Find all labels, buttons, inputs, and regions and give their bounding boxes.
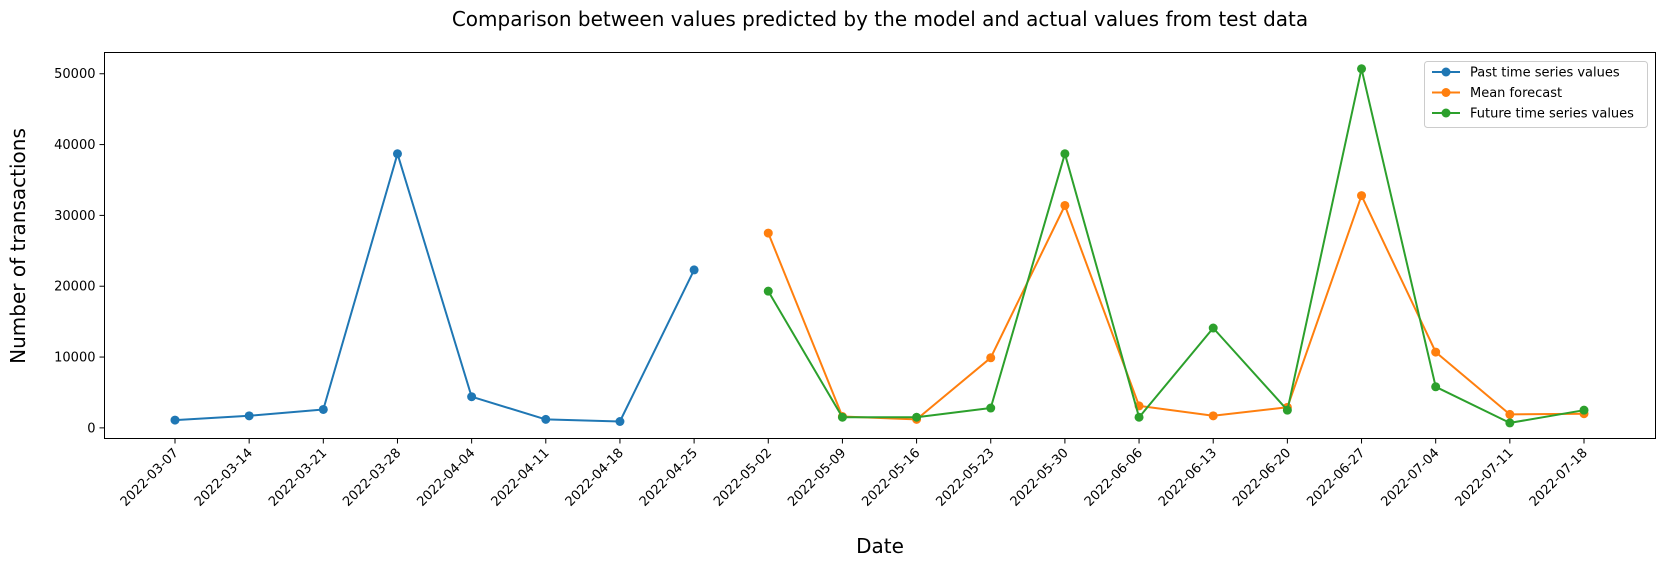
- y-axis: 0 10000 20000 30000 40000 50000: [54, 67, 105, 436]
- y-tick-label: 30000: [54, 209, 95, 224]
- chart-title: Comparison between values predicted by t…: [452, 7, 1308, 31]
- plot-frame: [104, 52, 1656, 439]
- data-point: [170, 415, 180, 425]
- x-tick-label: 2022-05-02: [711, 446, 775, 510]
- x-tick-label: 2022-03-07: [118, 446, 182, 510]
- data-point: [837, 412, 847, 422]
- series-line: [767, 194, 1585, 421]
- data-point: [986, 353, 996, 363]
- y-axis-label: Number of transactions: [6, 128, 30, 364]
- legend-frame: [1424, 61, 1648, 128]
- series-future-time-series-values: [763, 64, 1589, 428]
- legend-label: Future time series values: [1470, 107, 1634, 122]
- series-mean-forecast: [763, 191, 1589, 424]
- x-tick-label: 2022-05-23: [934, 446, 998, 510]
- x-tick-label: 2022-04-25: [637, 446, 701, 510]
- data-point: [1431, 382, 1441, 392]
- x-axis-label: Date: [856, 534, 904, 558]
- x-tick-label: 2022-03-14: [192, 446, 256, 510]
- data-point: [467, 392, 477, 402]
- legend-label: Mean forecast: [1470, 86, 1562, 101]
- data-point: [392, 149, 402, 159]
- x-tick-label: 2022-05-30: [1008, 446, 1072, 510]
- legend: Past time series values Mean forecast Futu…: [1424, 61, 1648, 128]
- data-point: [1357, 191, 1367, 201]
- x-tick-label: 2022-07-04: [1378, 446, 1442, 510]
- data-point: [1579, 405, 1589, 415]
- data-point: [1431, 347, 1441, 357]
- data-point: [1282, 405, 1292, 415]
- x-tick-label: 2022-04-04: [414, 446, 478, 510]
- x-tick-label: 2022-06-13: [1156, 446, 1220, 510]
- data-point: [986, 403, 996, 413]
- data-point: [244, 411, 254, 421]
- legend-marker: [1441, 88, 1451, 97]
- data-point: [1208, 323, 1218, 333]
- data-point: [763, 228, 773, 238]
- series-line: [767, 67, 1585, 424]
- x-tick-label: 2022-03-21: [266, 446, 330, 510]
- x-tick-label: 2022-05-16: [859, 446, 923, 510]
- data-point: [1060, 149, 1070, 159]
- x-axis: 2022-03-07 2022-03-14 2022-03-21 2022-03-28…: [118, 438, 1591, 510]
- y-tick-label: 20000: [54, 280, 95, 295]
- x-tick-label: 2022-07-11: [1453, 446, 1517, 510]
- data-point: [1134, 412, 1144, 422]
- y-tick-label: 40000: [54, 138, 95, 153]
- data-point: [615, 417, 625, 427]
- x-tick-label: 2022-07-18: [1527, 446, 1591, 510]
- y-tick-label: 0: [87, 421, 95, 436]
- plot-area: [170, 64, 1589, 428]
- data-point: [1357, 64, 1367, 74]
- y-tick-label: 10000: [54, 351, 95, 366]
- legend-label: Past time series values: [1470, 66, 1620, 81]
- data-point: [541, 414, 551, 424]
- x-tick-label: 2022-06-06: [1082, 446, 1146, 510]
- x-tick-label: 2022-04-11: [489, 446, 553, 510]
- y-tick-label: 50000: [54, 67, 95, 82]
- x-tick-label: 2022-04-18: [563, 446, 627, 510]
- series-line: [174, 152, 695, 423]
- data-point: [689, 265, 699, 275]
- x-tick-label: 2022-06-27: [1304, 446, 1368, 510]
- data-point: [912, 412, 922, 422]
- x-tick-label: 2022-03-28: [340, 446, 404, 510]
- x-tick-label: 2022-06-20: [1230, 446, 1294, 510]
- data-point: [1060, 200, 1070, 210]
- legend-marker: [1441, 108, 1451, 118]
- x-tick-label: 2022-05-09: [785, 446, 849, 510]
- legend-marker: [1441, 67, 1451, 77]
- data-point: [1208, 411, 1218, 421]
- data-point: [318, 404, 328, 414]
- data-point: [763, 286, 773, 296]
- data-point: [1505, 418, 1515, 428]
- series-past-time-series-values: [170, 149, 699, 427]
- data-point: [1505, 409, 1515, 419]
